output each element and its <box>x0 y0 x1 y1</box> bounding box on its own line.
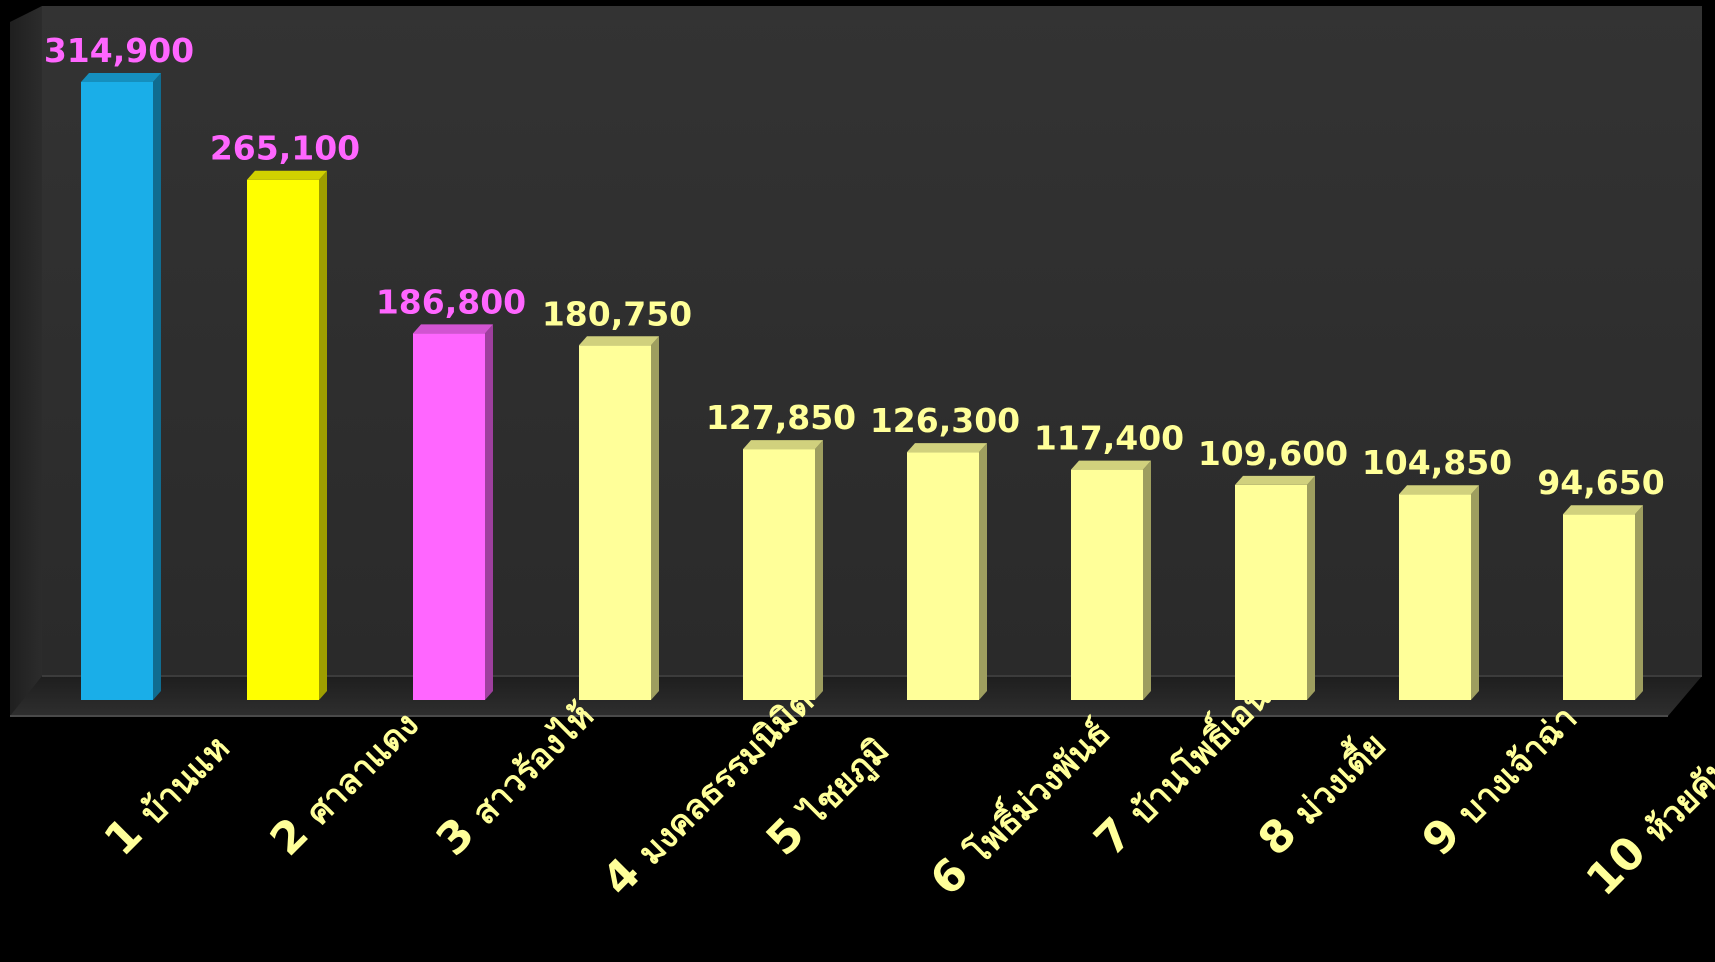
value-label-7: 117,400 <box>1034 419 1184 458</box>
bar-1-front <box>81 82 153 700</box>
value-label-10: 94,650 <box>1537 463 1664 502</box>
bar-3-top <box>413 324 493 334</box>
category-label-1: 1บ้านแห <box>95 722 239 866</box>
category-label-8: 8ม่วงเตี้ย <box>1249 719 1396 866</box>
bar-2 <box>247 170 327 700</box>
bar-5 <box>743 440 823 700</box>
bar-7-side <box>1143 460 1151 700</box>
bar-5-side <box>815 440 823 700</box>
bar-6-top <box>907 443 987 453</box>
bar-1-top <box>81 73 161 82</box>
bar-7-top <box>1071 460 1151 470</box>
side-wall <box>10 6 42 716</box>
category-label-2: 2ศาลาแดง <box>261 698 428 865</box>
bar-9-side <box>1471 485 1479 700</box>
bar-1 <box>81 73 161 700</box>
bar-2-front <box>247 179 319 700</box>
category-name-9: บางเจ้าฉ่า <box>1451 698 1585 832</box>
bar-7 <box>1071 460 1151 700</box>
bar-6-side <box>979 443 987 700</box>
bar-3-front <box>413 333 485 700</box>
value-label-1: 314,900 <box>44 31 194 70</box>
bar-4 <box>579 336 659 700</box>
bar-5-front <box>743 449 815 700</box>
category-name-1: บ้านแห <box>133 728 238 833</box>
bar-2-top <box>247 170 327 180</box>
value-label-3: 186,800 <box>376 282 526 321</box>
bar-10 <box>1563 505 1643 700</box>
bar-10-top <box>1563 505 1643 515</box>
bar-10-front <box>1563 514 1635 700</box>
bar-3-side <box>485 324 493 700</box>
category-name-6: โพธิ์ม่วงพันธ์ <box>954 709 1119 874</box>
value-label-8: 109,600 <box>1198 434 1348 473</box>
bar-5-top <box>743 440 823 450</box>
bar-3 <box>413 324 493 700</box>
category-label-9: 9บางเจ้าฉ่า <box>1413 692 1587 866</box>
bar-1-side <box>153 73 161 700</box>
bar-8-top <box>1235 475 1315 485</box>
value-labels-group: 314,900 265,100 186,800 180,750 127,850 126,3… <box>44 31 1665 502</box>
value-label-5: 127,850 <box>706 398 856 437</box>
bar-8-side <box>1307 475 1315 700</box>
bar-8 <box>1235 475 1315 700</box>
bars-group <box>81 73 1643 700</box>
bar-6 <box>907 443 987 700</box>
value-label-2: 265,100 <box>210 129 360 168</box>
bar-6-front <box>907 452 979 700</box>
bar-8-front <box>1235 484 1307 700</box>
bar-9 <box>1399 485 1479 700</box>
bar-4-front <box>579 345 651 700</box>
bar-4-side <box>651 336 659 700</box>
bar-4-top <box>579 336 659 346</box>
category-name-5: ไชยภูมิ <box>792 730 898 836</box>
category-rank-10: 10 <box>1577 826 1656 905</box>
bar-9-top <box>1399 485 1479 495</box>
category-name-2: ศาลาแดง <box>299 705 427 833</box>
value-label-6: 126,300 <box>870 401 1020 440</box>
bar-9-front <box>1399 494 1471 700</box>
bar-2-side <box>319 170 327 700</box>
category-label-6: 6โพธิ์ม่วงพันธ์ <box>921 707 1120 906</box>
value-label-9: 104,850 <box>1362 443 1512 482</box>
category-name-8: ม่วงเตี้ย <box>1282 721 1394 833</box>
bar-7-front <box>1071 469 1143 700</box>
bar-10-side <box>1635 505 1643 700</box>
value-label-4: 180,750 <box>542 294 692 333</box>
